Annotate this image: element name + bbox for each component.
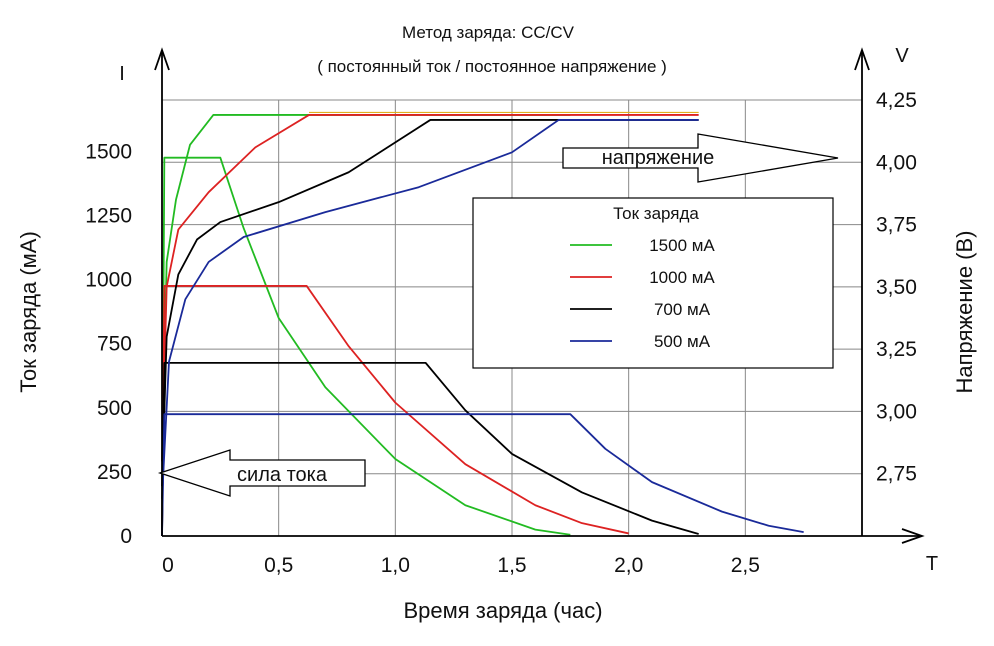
current-line-500 мА [161, 413, 804, 537]
x-tick-label: 0,5 [264, 554, 293, 577]
y-tick-label: 1000 [85, 269, 132, 292]
x-axis-letter: T [926, 553, 938, 575]
y2-axis-arrow-icon [854, 47, 870, 71]
axes [154, 47, 925, 544]
y-tick-label: 250 [97, 461, 132, 484]
current-line-700 мА [161, 361, 699, 537]
y2-tick-label: 3,50 [876, 276, 917, 299]
voltage-arrow-icon [562, 133, 839, 183]
y-tick-label: 1250 [85, 204, 132, 227]
legend-box [472, 197, 834, 369]
y-tick-label: 500 [97, 397, 132, 420]
legend-label: 1000 мА [649, 268, 715, 287]
y2-tick-label: 2,75 [876, 463, 917, 486]
y2-tick-label: 3,00 [876, 400, 917, 423]
x-axis-arrow-icon [901, 528, 925, 544]
y2-tick-label: 4,00 [876, 151, 917, 174]
curves [161, 111, 804, 537]
y2-tick-label: 3,25 [876, 338, 917, 361]
legend-label: 700 мА [654, 300, 711, 319]
y2-tick-label: 3,75 [876, 214, 917, 237]
legend-title: Ток заряда [613, 204, 699, 223]
y2-axis-label: Напряжение (В) [952, 230, 977, 393]
tick-labels: 0 0,5 1,0 1,5 2,0 2,5 0 250 500 750 1000 1250 1500 2,… [85, 89, 917, 577]
x-tick-label: 1,0 [381, 554, 410, 577]
current-annotation: сила тока [237, 464, 328, 486]
y-tick-label: 0 [120, 525, 132, 548]
x-tick-label: 0 [162, 554, 174, 577]
voltage-line-1500 мА [161, 114, 571, 462]
current-line-1500 мА [161, 156, 571, 537]
voltage-line-500 мА [161, 119, 699, 499]
legend: Ток заряда 1500 мА 1000 мА 700 мА 500 мА [472, 197, 834, 369]
y-axis-arrow-icon [154, 47, 170, 71]
current-line-1000 мА [161, 285, 629, 537]
y-axis-letter: I [119, 63, 125, 85]
y-axis-label: Ток заряда (мА) [16, 231, 41, 393]
x-tick-label: 1,5 [497, 554, 526, 577]
legend-label: 500 мА [654, 332, 711, 351]
voltage-annotation: напряжение [602, 147, 715, 169]
x-axis-label: Время заряда (час) [403, 598, 602, 623]
voltage-line-700 мА [161, 119, 699, 487]
y2-tick-label: 4,25 [876, 89, 917, 112]
chart-title: Метод заряда: CC/CV [402, 23, 575, 42]
legend-items: 1500 мА 1000 мА 700 мА 500 мА [570, 236, 715, 351]
y-tick-label: 750 [97, 333, 132, 356]
y2-axis-letter: V [895, 45, 909, 67]
current-arrow-icon [157, 449, 366, 497]
legend-label: 1500 мА [649, 236, 715, 255]
chart-subtitle: ( постоянный ток / постоянное напряжение… [317, 57, 667, 76]
voltage-line-1000 мА [161, 114, 699, 462]
x-tick-label: 2,0 [614, 554, 643, 577]
y-tick-label: 1500 [85, 140, 132, 163]
x-tick-label: 2,5 [731, 554, 760, 577]
